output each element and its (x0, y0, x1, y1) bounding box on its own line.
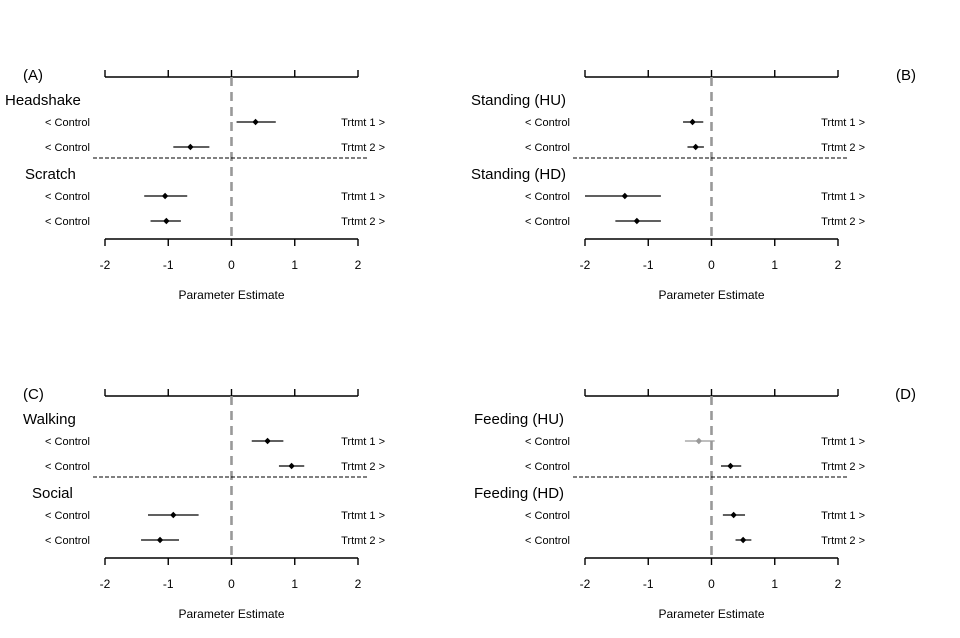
x-tick-label: 0 (708, 258, 715, 272)
x-axis-title: Parameter Estimate (178, 288, 284, 302)
row-left-label: < Control (525, 142, 570, 154)
x-tick-label: 0 (708, 577, 715, 591)
group-label: Walking (23, 411, 76, 428)
x-tick-label: -1 (163, 577, 174, 591)
panel-3: (D) -2 -1 0 1 2 Parameter Estimate Feeding (HU)… (474, 386, 916, 621)
estimate-point (739, 536, 747, 544)
estimate-point (689, 118, 696, 126)
row-left-label: < Control (525, 191, 570, 203)
x-tick-label: 2 (835, 258, 842, 272)
row-left-label: < Control (525, 510, 570, 522)
row-right-label: Trtmt 1 > (341, 436, 385, 448)
x-tick-label: -1 (163, 258, 174, 272)
estimate-point (170, 511, 177, 519)
row-right-label: Trtmt 1 > (341, 191, 385, 203)
estimate-point (264, 437, 271, 445)
x-tick-label: 0 (228, 577, 235, 591)
row-left-label: < Control (45, 535, 90, 547)
x-tick-label: 1 (291, 577, 298, 591)
group-label: Feeding (HD) (474, 485, 564, 502)
row-left-label: < Control (45, 142, 90, 154)
row-left-label: < Control (525, 461, 570, 473)
panel-1: (B) -2 -1 0 1 2 Parameter Estimate Standing (HU… (471, 67, 916, 302)
row-left-label: < Control (525, 535, 570, 547)
estimate-point (727, 462, 734, 470)
panel-0: (A) -2 -1 0 1 2 Parameter Estimate Headshake < C… (5, 67, 385, 302)
x-tick-label: 0 (228, 258, 235, 272)
estimate-point (621, 192, 629, 200)
row-right-label: Trtmt 2 > (821, 461, 865, 473)
panel-label: (A) (23, 67, 43, 84)
x-tick-label: 2 (355, 258, 362, 272)
group-label: Standing (HU) (471, 92, 566, 109)
row-right-label: Trtmt 2 > (821, 216, 865, 228)
estimate-point (695, 437, 703, 445)
row-left-label: < Control (525, 117, 570, 129)
panel-2: (C) -2 -1 0 1 2 Parameter Estimate Walking < Con… (23, 386, 385, 621)
estimate-point (288, 462, 295, 470)
x-tick-label: 1 (771, 258, 778, 272)
row-left-label: < Control (525, 216, 570, 228)
x-tick-label: -1 (643, 577, 654, 591)
estimate-point (692, 143, 699, 151)
x-axis-title: Parameter Estimate (658, 288, 764, 302)
group-label: Scratch (25, 166, 76, 183)
panel-label: (C) (23, 386, 44, 403)
estimate-point (187, 143, 194, 151)
row-right-label: Trtmt 2 > (821, 535, 865, 547)
panel-label: (B) (896, 67, 916, 84)
x-tick-label: 2 (835, 577, 842, 591)
row-right-label: Trtmt 2 > (821, 142, 865, 154)
group-label: Standing (HD) (471, 166, 566, 183)
row-right-label: Trtmt 1 > (821, 510, 865, 522)
group-label: Feeding (HU) (474, 411, 564, 428)
estimate-point (633, 217, 641, 225)
x-axis-title: Parameter Estimate (178, 607, 284, 621)
estimate-point (156, 536, 164, 544)
row-left-label: < Control (45, 436, 90, 448)
estimate-point (161, 192, 169, 200)
row-left-label: < Control (45, 191, 90, 203)
row-right-label: Trtmt 1 > (821, 436, 865, 448)
row-right-label: Trtmt 1 > (821, 191, 865, 203)
x-tick-label: 2 (355, 577, 362, 591)
x-tick-label: -2 (580, 258, 591, 272)
group-label: Headshake (5, 92, 81, 109)
row-right-label: Trtmt 2 > (341, 216, 385, 228)
row-right-label: Trtmt 1 > (341, 510, 385, 522)
x-tick-label: 1 (771, 577, 778, 591)
estimate-point (163, 217, 170, 225)
panel-label: (D) (895, 386, 916, 403)
row-right-label: Trtmt 2 > (341, 461, 385, 473)
x-axis-title: Parameter Estimate (658, 607, 764, 621)
row-left-label: < Control (45, 461, 90, 473)
row-right-label: Trtmt 1 > (821, 117, 865, 129)
estimate-point (730, 511, 737, 519)
row-left-label: < Control (525, 436, 570, 448)
row-left-label: < Control (45, 117, 90, 129)
row-right-label: Trtmt 1 > (341, 117, 385, 129)
row-left-label: < Control (45, 510, 90, 522)
x-tick-label: 1 (291, 258, 298, 272)
x-tick-label: -2 (100, 258, 111, 272)
row-left-label: < Control (45, 216, 90, 228)
row-right-label: Trtmt 2 > (341, 535, 385, 547)
x-tick-label: -2 (580, 577, 591, 591)
row-right-label: Trtmt 2 > (341, 142, 385, 154)
group-label: Social (32, 485, 73, 502)
x-tick-label: -1 (643, 258, 654, 272)
x-tick-label: -2 (100, 577, 111, 591)
estimate-point (252, 118, 259, 126)
